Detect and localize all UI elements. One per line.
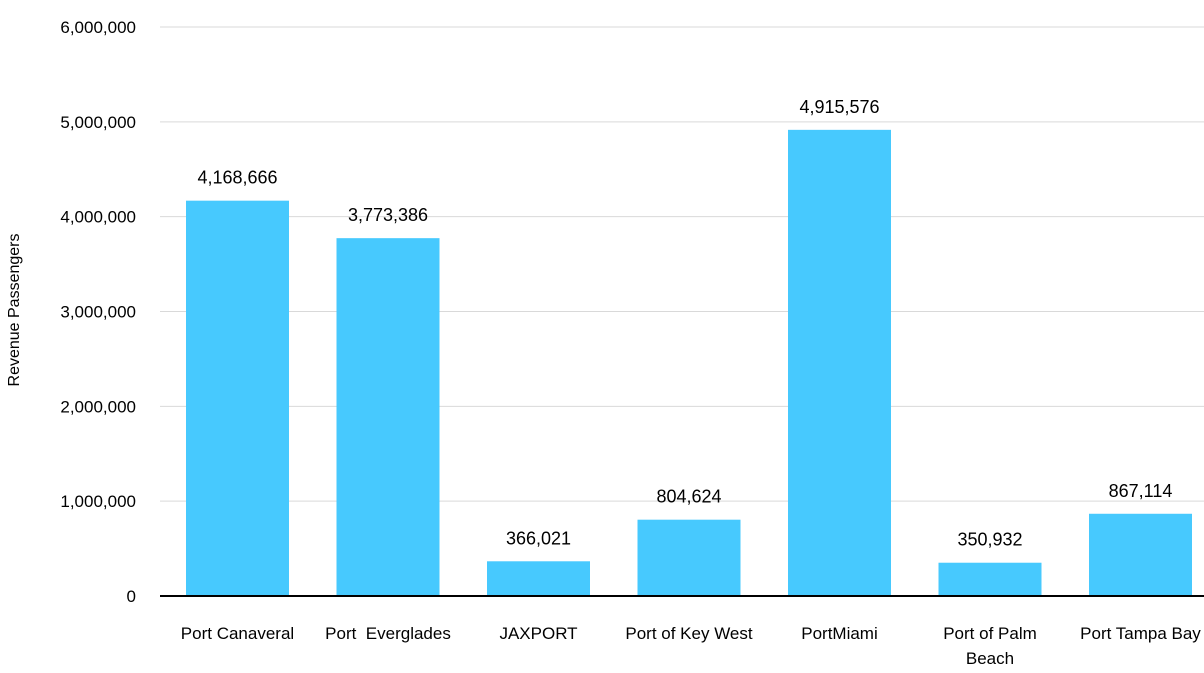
x-category-label: Port of Palm Beach <box>943 624 1037 668</box>
labels-layer: 0 1,000,000 2,000,000 3,000,000 4,000,000 5,0… <box>60 18 1201 668</box>
x-category-label: Port Canaveral <box>181 624 294 643</box>
data-label: 350,932 <box>957 530 1022 550</box>
x-category-label: PortMiami <box>801 624 878 643</box>
data-label: 366,021 <box>506 528 571 548</box>
y-tick-label: 0 <box>127 587 136 606</box>
bars-layer <box>186 129 1192 596</box>
bar <box>186 200 289 596</box>
y-tick-label: 2,000,000 <box>60 397 136 416</box>
x-category-label: Port of Key West <box>625 624 753 643</box>
data-label: 4,915,576 <box>799 97 879 117</box>
bar <box>637 519 741 596</box>
y-tick-label: 1,000,000 <box>60 492 136 511</box>
y-tick-label: 3,000,000 <box>60 303 136 322</box>
data-label: 867,114 <box>1109 481 1173 501</box>
y-tick-label: 5,000,000 <box>60 113 136 132</box>
x-category-label: Port Everglades <box>325 624 451 643</box>
bar <box>1089 513 1192 596</box>
bar <box>487 561 590 596</box>
x-category-label: Port Tampa Bay <box>1080 624 1201 643</box>
grid-layer <box>160 26 1204 502</box>
data-label: 804,624 <box>656 487 721 507</box>
bar <box>788 129 891 596</box>
bar <box>336 238 440 596</box>
bar <box>938 562 1042 596</box>
x-category-label: JAXPORT <box>499 624 577 643</box>
y-tick-label: 4,000,000 <box>60 208 136 227</box>
y-tick-label: 6,000,000 <box>60 18 136 37</box>
y-axis-title: Revenue Passengers <box>6 234 23 387</box>
data-label: 4,168,666 <box>197 168 277 188</box>
data-label: 3,773,386 <box>348 205 428 225</box>
